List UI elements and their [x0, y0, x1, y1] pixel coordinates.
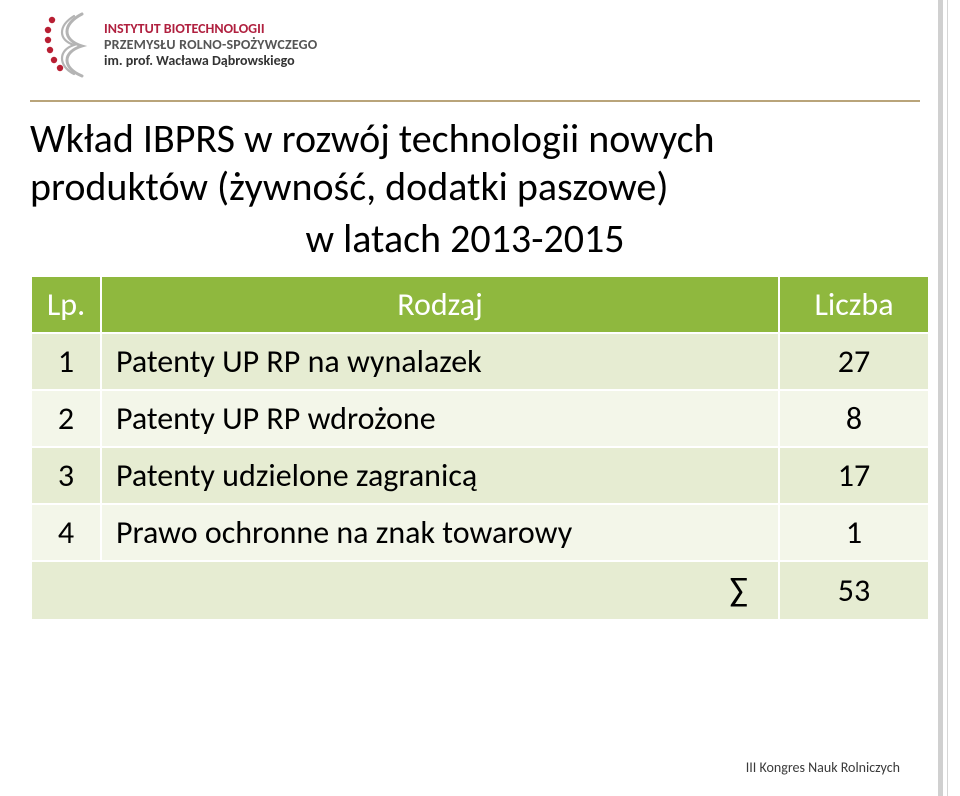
cell-lp: 1 [31, 333, 101, 390]
cell-liczba: 8 [779, 390, 929, 447]
sum-symbol: ∑ [31, 561, 779, 620]
slide-root: INSTYTUT BIOTECHNOLOGII PRZEMYSŁU ROLNO-… [0, 0, 960, 796]
cell-rodzaj: Patenty UP RP na wynalazek [101, 333, 779, 390]
table-row: 3 Patenty udzielone zagranicą 17 [31, 447, 929, 504]
table-header-row: Lp. Rodzaj Liczba [31, 276, 929, 333]
cell-liczba: 27 [779, 333, 929, 390]
sum-value: 53 [779, 561, 929, 620]
logo-line3: im. prof. Wacława Dąbrowskiego [104, 53, 317, 69]
cell-liczba: 1 [779, 504, 929, 561]
table-row: 2 Patenty UP RP wdrożone 8 [31, 390, 929, 447]
table-row: 1 Patenty UP RP na wynalazek 27 [31, 333, 929, 390]
th-liczba: Liczba [779, 276, 929, 333]
logo-text: INSTYTUT BIOTECHNOLOGII PRZEMYSŁU ROLNO-… [104, 21, 317, 69]
table-sum-row: ∑ 53 [31, 561, 929, 620]
cell-liczba: 17 [779, 447, 929, 504]
divider [30, 100, 920, 102]
data-table: Lp. Rodzaj Liczba 1 Patenty UP RP na wyn… [30, 275, 930, 621]
th-rodzaj: Rodzaj [101, 276, 779, 333]
logo: INSTYTUT BIOTECHNOLOGII PRZEMYSŁU ROLNO-… [40, 10, 317, 80]
cell-rodzaj: Patenty udzielone zagranicą [101, 447, 779, 504]
cell-lp: 2 [31, 390, 101, 447]
page-title: Wkład IBPRS w rozwój technologii nowych … [30, 115, 900, 211]
th-lp: Lp. [31, 276, 101, 333]
logo-line2: PRZEMYSŁU ROLNO-SPOŻYWCZEGO [104, 37, 317, 53]
footer-text: III Kongres Nauk Rolniczych [746, 759, 900, 776]
cell-rodzaj: Prawo ochronne na znak towarowy [101, 504, 779, 561]
page-subtitle: w latach 2013-2015 [30, 214, 900, 263]
cell-lp: 4 [31, 504, 101, 561]
cell-lp: 3 [31, 447, 101, 504]
logo-line1: INSTYTUT BIOTECHNOLOGII [104, 21, 317, 37]
table-row: 4 Prawo ochronne na znak towarowy 1 [31, 504, 929, 561]
cell-rodzaj: Patenty UP RP wdrożone [101, 390, 779, 447]
logo-mark-icon [40, 10, 98, 80]
right-edge-deco [938, 0, 960, 796]
